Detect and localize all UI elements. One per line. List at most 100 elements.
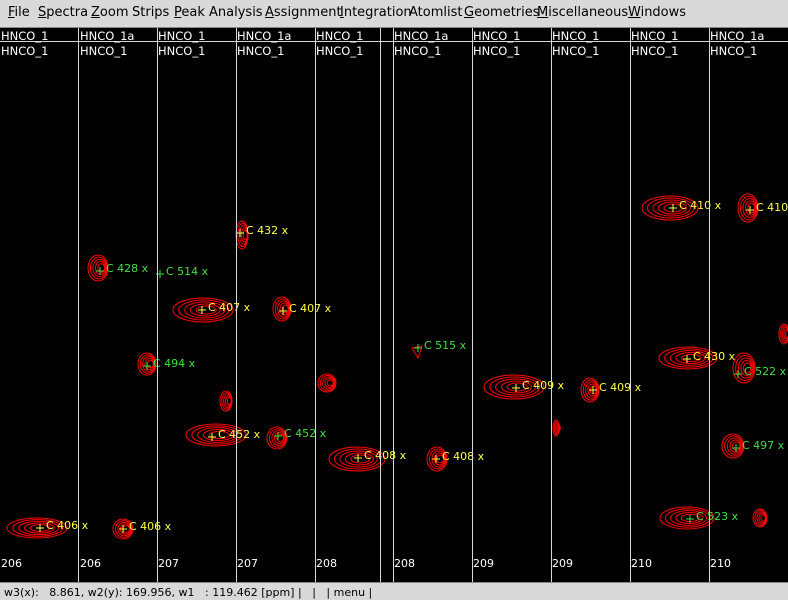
peak-contour (272, 296, 292, 322)
menu-geometries[interactable]: Geometries (464, 5, 540, 20)
strip-divider (380, 28, 381, 582)
strip-header-top: HNCO_1 (631, 29, 679, 43)
status-menu[interactable]: | menu | (326, 586, 373, 599)
strip-header-bottom: HNCO_1 (631, 44, 679, 58)
menu-label: ile (14, 5, 30, 20)
strip-axis-tick: 206 (1, 557, 22, 570)
peak-label[interactable]: C 410 (756, 201, 788, 214)
peak-contour (328, 446, 386, 472)
peak-contour (317, 373, 337, 393)
menu-mnemonic: A (265, 5, 274, 20)
strip-divider (709, 28, 710, 582)
peak-contour (185, 423, 247, 447)
menu-mnemonic: S (38, 5, 47, 20)
peak-label[interactable]: C 522 x (744, 365, 787, 378)
strip-divider (472, 28, 473, 582)
menu-assignment[interactable]: Assignment (265, 5, 342, 20)
menu-miscellaneous[interactable]: Miscellaneous (537, 5, 628, 20)
peak-contour (6, 517, 68, 539)
menu-integration[interactable]: Integration (340, 5, 412, 20)
menu-zoom[interactable]: Zoom (91, 5, 128, 20)
menu-spectra[interactable]: Spectra (38, 5, 88, 20)
strip-axis-tick: 209 (473, 557, 494, 570)
menu-mnemonic: Z (91, 5, 100, 20)
strip-axis-tick: 207 (237, 557, 258, 570)
peak-label[interactable]: C 497 x (742, 439, 785, 452)
peak-label[interactable]: C 409 x (522, 379, 565, 392)
peak-label[interactable]: C 452 x (218, 428, 261, 441)
menu-atomlist[interactable]: Atomlist (409, 5, 462, 20)
header-divider (0, 41, 788, 42)
peak-contour (752, 508, 768, 528)
strip-header-bottom: HNCO_1 (394, 44, 442, 58)
menu-strips[interactable]: Strips (132, 5, 169, 20)
strip-header-bottom: HNCO_1 (316, 44, 364, 58)
strip-header-bottom: HNCO_1 (710, 44, 758, 58)
strip-header-top: HNCO_1 (1, 29, 49, 43)
menu-label: ntegration (343, 5, 412, 20)
strip-header-top: HNCO_1a (237, 29, 292, 43)
strip-divider (236, 28, 237, 582)
strip-axis-tick: 207 (158, 557, 179, 570)
menu-bar: File Spectra Zoom Strips Peak Analysis Assign… (0, 0, 788, 28)
strip-header-bottom: HNCO_1 (1, 44, 49, 58)
strip-divider (551, 28, 552, 582)
menu-mnemonic: W (628, 5, 641, 20)
peak-contour (658, 346, 718, 370)
menu-file[interactable]: File (8, 5, 30, 20)
menu-peak-analysis[interactable]: Peak Analysis (174, 5, 263, 20)
strip-plot-area[interactable]: C 406 x C 406 x C 428 x C 514 x C 494 x C 407… (0, 28, 788, 582)
strip-header-bottom: HNCO_1 (158, 44, 206, 58)
menu-label: Strips (132, 5, 170, 20)
peak-contour (137, 352, 157, 376)
peak-label[interactable]: C 406 x (129, 520, 172, 533)
strip-axis-tick: 209 (552, 557, 573, 570)
status-bar: w3(x): 8.861, w2(y): 169.956, w1 : 119.4… (0, 582, 788, 600)
menu-windows[interactable]: Windows (628, 5, 686, 20)
menu-label: oom (99, 5, 129, 20)
peak-label[interactable]: C 523 x (696, 510, 739, 523)
peak-label[interactable]: C 452 x (284, 427, 327, 440)
menu-label: eometries (474, 5, 540, 20)
peak-label[interactable]: C 407 x (289, 302, 332, 315)
menu-label: Atomlist (409, 5, 463, 20)
peak-contour (411, 345, 423, 360)
strip-header-bottom: HNCO_1 (237, 44, 285, 58)
contour-overlay: C 406 x C 406 x C 428 x C 514 x C 494 x C 407… (6, 193, 788, 540)
strip-divider (630, 28, 631, 582)
peak-label[interactable]: C 432 x (246, 224, 289, 237)
peak-label[interactable]: C 410 x (679, 199, 722, 212)
strip-header-bottom: HNCO_1 (80, 44, 128, 58)
peak-contour (172, 297, 234, 323)
strip-axis-tick: 210 (631, 557, 652, 570)
peak-label[interactable]: C 494 x (153, 357, 196, 370)
peak-contour (737, 193, 759, 223)
strip-header-bottom: HNCO_1 (552, 44, 600, 58)
menu-mnemonic: M (537, 5, 549, 20)
peak-contour (778, 323, 788, 345)
strip-header-top: HNCO_1a (394, 29, 449, 43)
menu-mnemonic: F (8, 5, 15, 20)
peak-label[interactable]: C 406 x (46, 519, 89, 532)
peak-label[interactable]: C 430 x (693, 350, 736, 363)
strip-header-top: HNCO_1 (158, 29, 206, 43)
peak-label[interactable]: C 428 x (106, 262, 149, 275)
peak-label[interactable]: C 515 x (424, 339, 467, 352)
strip-header-top: HNCO_1a (710, 29, 765, 43)
strip-divider (393, 28, 394, 582)
menu-label: indows (640, 5, 687, 20)
strip-header-top: HNCO_1a (80, 29, 135, 43)
strip-axis-tick: 208 (316, 557, 337, 570)
strip-header-top: HNCO_1 (473, 29, 521, 43)
strip-axis-tick: 206 (80, 557, 101, 570)
peak-label[interactable]: C 407 x (208, 301, 251, 314)
menu-mnemonic: I (340, 5, 344, 20)
peak-label[interactable]: C 408 x (442, 450, 485, 463)
peak-label[interactable]: C 408 x (364, 449, 407, 462)
peak-label[interactable]: C 409 x (599, 381, 642, 394)
peak-label[interactable]: C 514 x (166, 265, 209, 278)
menu-label: ssignment (273, 5, 342, 20)
strip-axis-tick: 208 (394, 557, 415, 570)
strip-header-top: HNCO_1 (316, 29, 364, 43)
peak-contour (87, 254, 109, 282)
